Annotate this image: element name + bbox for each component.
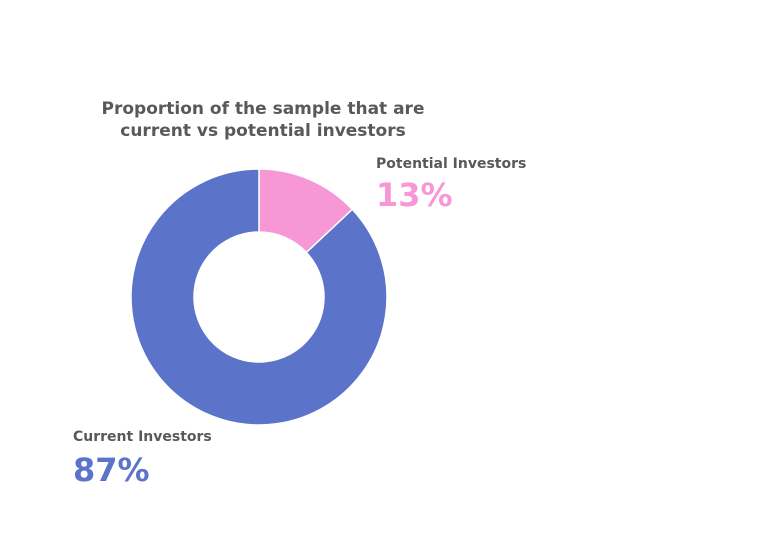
value-label: 13% xyxy=(376,176,453,214)
value-label: 87% xyxy=(73,451,150,489)
category-label: Potential Investors xyxy=(376,156,527,172)
slice xyxy=(130,168,388,426)
category-label: Current Investors xyxy=(73,429,212,445)
chart-title: Proportion of the sample that are curren… xyxy=(101,99,425,141)
